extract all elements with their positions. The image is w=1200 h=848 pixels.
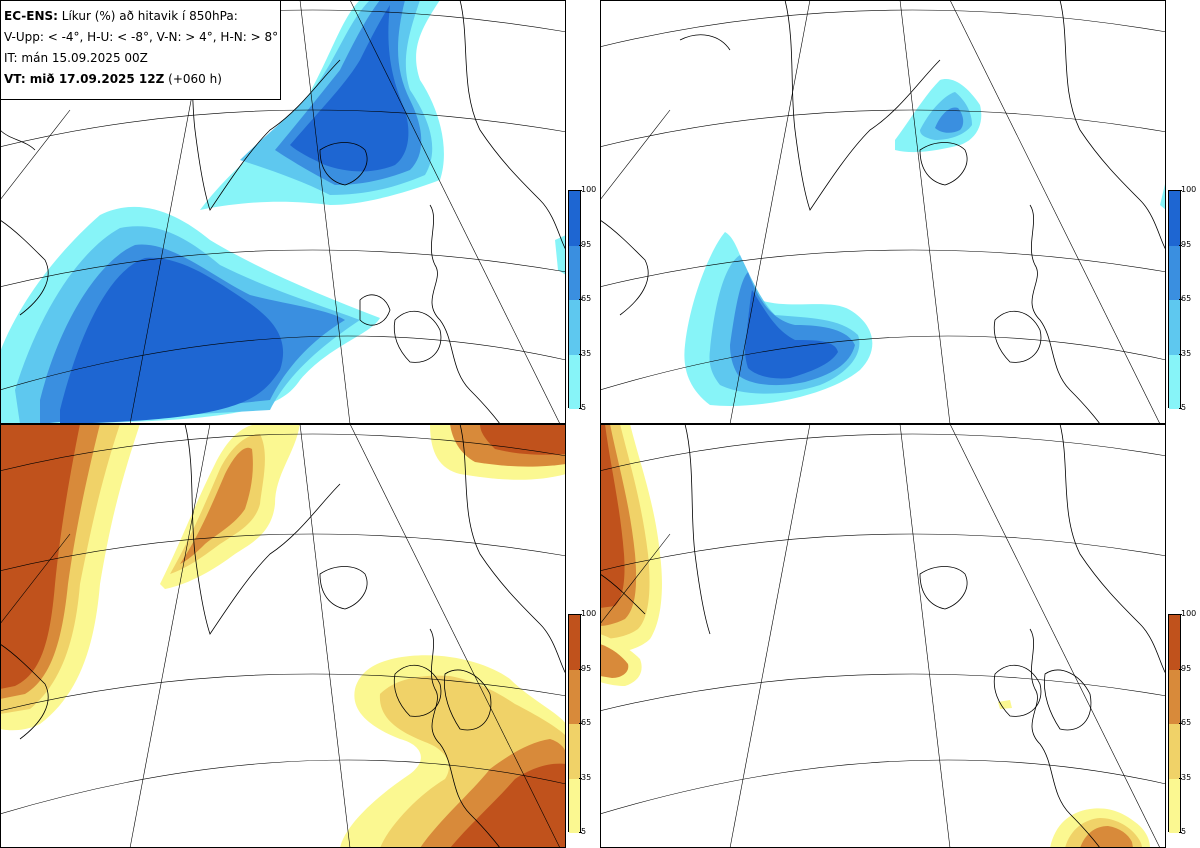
map-panel-cold-strong: [600, 0, 1166, 424]
graticule: [600, 0, 1166, 424]
colorbar-segment: [569, 778, 580, 833]
probability-map: [0, 0, 566, 424]
colorbar-tick-label: 100: [1178, 185, 1197, 194]
colorbar-warm-2: 100 95 65 35 5: [1168, 610, 1200, 846]
coastlines: [0, 424, 566, 848]
colorbar-tick-label: 65: [578, 718, 592, 727]
colorbar-segment: [569, 669, 580, 724]
colorbar-segment: [1169, 724, 1180, 779]
probability-fill: [600, 424, 1150, 848]
coastlines: [600, 0, 1166, 424]
colorbar-segment: [1169, 354, 1180, 409]
colorbar-tick-label: 95: [578, 663, 592, 673]
colorbar-segment: [569, 724, 580, 779]
probability-map: [600, 0, 1166, 424]
probability-map: [600, 424, 1166, 848]
colorbar-segment: [1169, 300, 1180, 355]
colorbar-tick-label: 65: [578, 294, 592, 303]
probability-fill: [0, 424, 566, 848]
initial-time: IT: mán 15.09.2025 00Z: [4, 51, 148, 65]
map-panel-warm-moderate: [0, 424, 566, 848]
colorbar-tick-label: 35: [578, 772, 592, 782]
colorbar-segment: [1169, 615, 1180, 670]
graticule: [0, 0, 566, 424]
colorbar-tick-label: 95: [1178, 239, 1192, 249]
colorbar-tick-label: 5: [1178, 403, 1187, 412]
colorbar-segment: [1169, 669, 1180, 724]
colorbar-tick-label: 35: [1178, 348, 1192, 358]
probability-fill: [0, 0, 566, 424]
colorbar-tick-label: 100: [578, 185, 597, 194]
colorbar-cold-1: 100 95 65 35 5: [568, 186, 602, 422]
coastlines: [600, 424, 1166, 848]
valid-time: VT: mið 17.09.2025 12Z: [4, 72, 165, 86]
probability-fill: [684, 79, 1166, 406]
colorbar-segment: [569, 245, 580, 300]
forecast-hour: (+060 h): [164, 72, 222, 86]
colorbar-tick-label: 5: [578, 827, 587, 836]
probability-map: [0, 424, 566, 848]
panel-thresholds: V-Upp: < -4°, H-U: < -8°, V-N: > 4°, H-N…: [4, 30, 279, 44]
colorbar-segment: [569, 615, 580, 670]
colorbar-tick-label: 100: [1178, 609, 1197, 618]
colorbar-cold-2: 100 95 65 35 5: [1168, 186, 1200, 422]
colorbar-tick-label: 5: [578, 403, 587, 412]
colorbar-warm-1: 100 95 65 35 5: [568, 610, 602, 846]
colorbar-tick-label: 95: [1178, 663, 1192, 673]
colorbar-segment: [569, 191, 580, 246]
colorbar-segment: [1169, 245, 1180, 300]
graticule: [600, 424, 1166, 848]
colorbar-tick-label: 65: [1178, 718, 1192, 727]
map-panel-cold-moderate: EC-ENS: Líkur (%) að hitavik í 850hPa: V…: [0, 0, 566, 424]
colorbar-tick-label: 35: [1178, 772, 1192, 782]
colorbar-tick-label: 65: [1178, 294, 1192, 303]
colorbar-segment: [1169, 191, 1180, 246]
title-text: Líkur (%) að hitavik í 850hPa:: [57, 9, 238, 23]
colorbar-segment: [569, 300, 580, 355]
colorbar-segment: [569, 354, 580, 409]
graticule: [0, 424, 566, 848]
colorbar-segment: [1169, 778, 1180, 833]
colorbar-tick-label: 100: [578, 609, 597, 618]
map-panel-warm-strong: [600, 424, 1166, 848]
colorbar-tick-label: 5: [1178, 827, 1187, 836]
map-title-box: EC-ENS: Líkur (%) að hitavik í 850hPa: V…: [0, 0, 281, 100]
colorbar-tick-label: 35: [578, 348, 592, 358]
model-name: EC-ENS:: [4, 9, 58, 23]
colorbar-tick-label: 95: [578, 239, 592, 249]
